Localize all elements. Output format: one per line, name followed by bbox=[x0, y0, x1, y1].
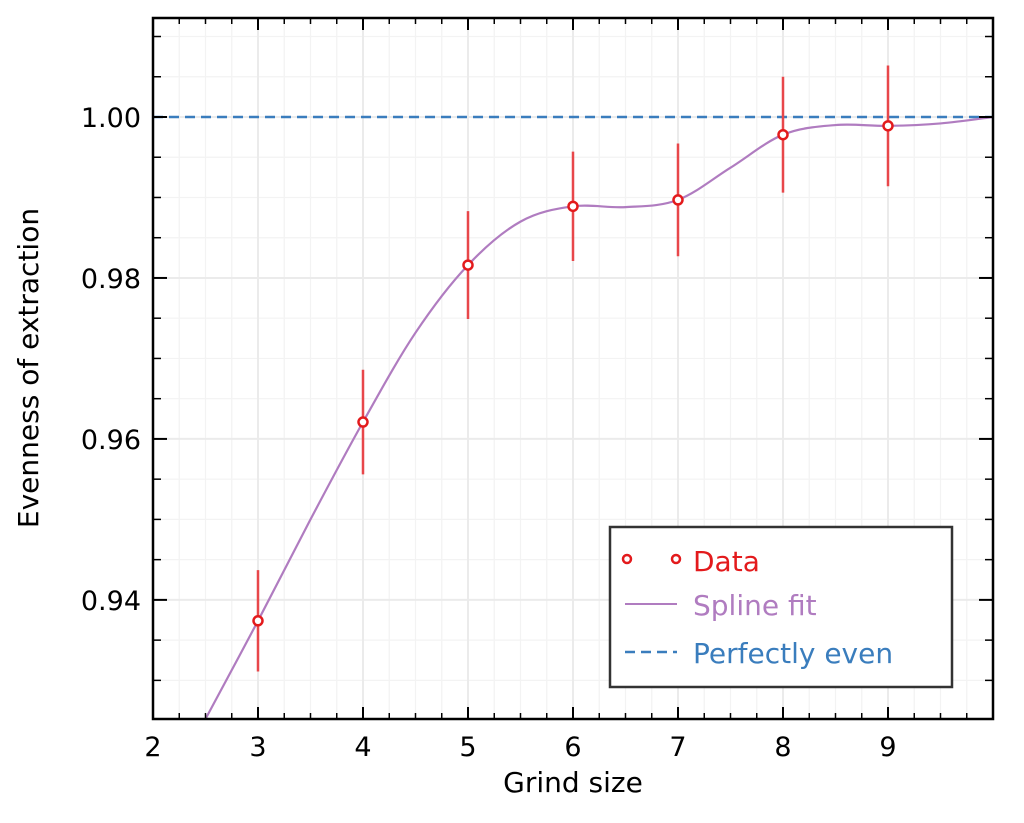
x-axis-label: Grind size bbox=[503, 766, 643, 799]
data-points-layer bbox=[252, 120, 894, 627]
spline-fit-layer bbox=[204, 115, 994, 720]
x-tick-label: 6 bbox=[564, 732, 581, 763]
x-tick-labels: 2 3 4 5 6 7 8 9 bbox=[144, 732, 896, 763]
legend: Data Spline fit Perfectly even bbox=[608, 525, 954, 689]
x-tick-label: 5 bbox=[459, 732, 476, 763]
y-tick-label: 0.94 bbox=[81, 586, 141, 617]
legend-label-even: Perfectly even bbox=[693, 637, 893, 670]
x-tick-label: 4 bbox=[354, 732, 371, 763]
data-point bbox=[567, 200, 579, 213]
data-point bbox=[357, 416, 369, 428]
y-tick-label: 1.00 bbox=[81, 103, 141, 134]
data-point bbox=[672, 194, 684, 206]
data-point bbox=[462, 259, 474, 271]
plot-frame bbox=[151, 16, 995, 721]
spline-fit-line bbox=[204, 115, 994, 720]
x-tick-label: 9 bbox=[879, 732, 896, 763]
x-tick-label: 7 bbox=[669, 732, 686, 763]
legend-label-data: Data bbox=[693, 545, 760, 578]
x-tick-label: 8 bbox=[774, 732, 791, 763]
legend-data-marker-1 bbox=[621, 553, 633, 565]
y-tick-label: 0.96 bbox=[81, 425, 141, 456]
x-tick-label: 2 bbox=[144, 732, 161, 763]
y-axis-label: Evenness of extraction bbox=[12, 208, 45, 528]
y-tick-labels: 0.94 0.96 0.98 1.00 bbox=[81, 103, 141, 617]
y-tick-label: 0.98 bbox=[81, 264, 141, 295]
legend-label-spline: Spline fit bbox=[693, 589, 817, 622]
data-point bbox=[882, 120, 894, 132]
x-tick-label: 3 bbox=[249, 732, 266, 763]
legend-box bbox=[608, 525, 954, 689]
legend-data-marker-2 bbox=[670, 553, 682, 565]
data-point bbox=[252, 615, 264, 627]
data-point bbox=[777, 128, 789, 141]
